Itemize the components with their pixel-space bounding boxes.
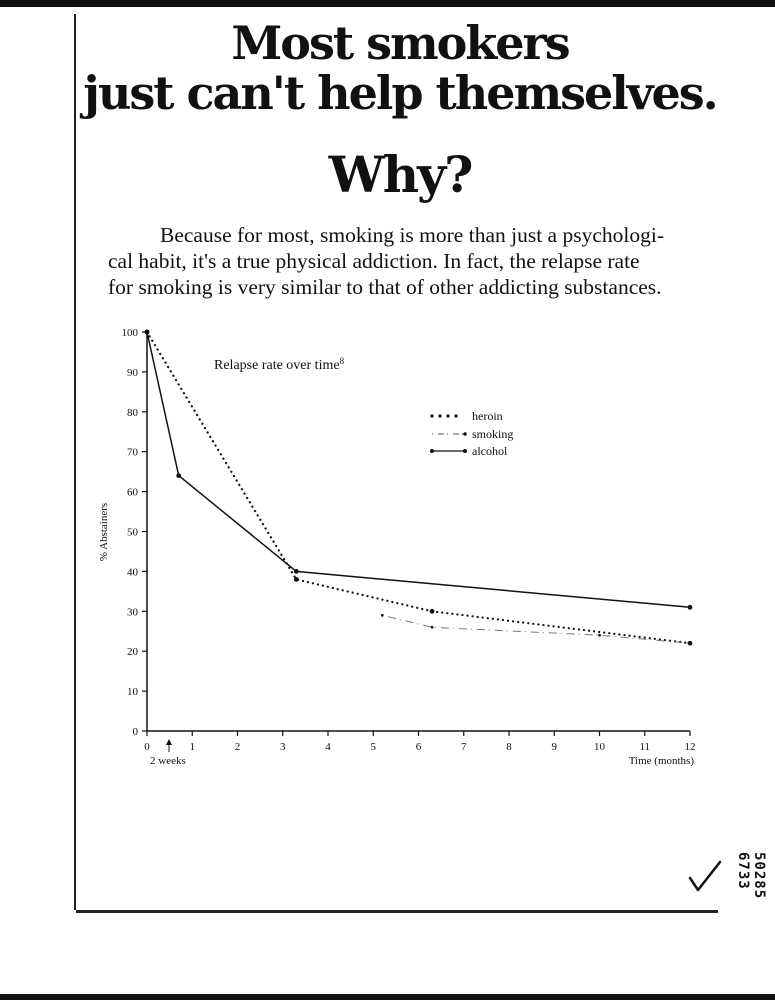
y-tick-label: 10 xyxy=(127,686,139,698)
document-number: 50285 6733 xyxy=(735,852,767,900)
two-weeks-arrow xyxy=(166,739,172,752)
legend-smoking-label: smoking xyxy=(472,427,513,441)
series-point-alcohol xyxy=(176,473,182,479)
series-point-heroin xyxy=(293,576,299,582)
series-point-heroin xyxy=(429,608,435,614)
legend-alcohol: alcohol xyxy=(430,444,508,458)
series-point-alcohol xyxy=(293,569,299,574)
x-axis-label: Time (months) xyxy=(629,755,695,767)
left-margin-rule xyxy=(74,14,76,910)
x-tick-label: 11 xyxy=(639,741,650,753)
x-tick-label: 5 xyxy=(371,741,377,753)
series-point-alcohol xyxy=(144,329,150,335)
legend-smoking: smoking xyxy=(432,427,513,441)
top-border xyxy=(0,0,775,7)
y-tick-label: 20 xyxy=(127,646,139,658)
chart-title: Relapse rate over time8 xyxy=(214,356,345,373)
headline: Most smokers just can't help themselves. xyxy=(80,18,720,118)
body-line-2: cal habit, it's a true physical addictio… xyxy=(108,249,640,273)
bottom-border xyxy=(0,994,775,1000)
x-tick-label: 9 xyxy=(552,741,558,753)
two-weeks-annotation: 2 weeks xyxy=(150,755,186,767)
y-tick-label: 100 xyxy=(122,327,139,339)
y-tick-label: 50 xyxy=(127,527,139,539)
x-tick-label: 2 xyxy=(235,741,241,753)
series-point-smoking xyxy=(380,613,384,617)
x-tick-label: 3 xyxy=(280,741,286,753)
checkmark-mark xyxy=(688,860,722,892)
bottom-margin-rule xyxy=(76,910,718,913)
series-line-heroin xyxy=(145,330,692,645)
chart-title-text: Relapse rate over time xyxy=(214,358,340,373)
y-tick-label: 0 xyxy=(133,726,139,738)
y-tick-label: 80 xyxy=(127,407,139,419)
series-point-alcohol xyxy=(687,604,693,610)
chart-title-footnote: 8 xyxy=(340,356,345,366)
x-tick-label: 4 xyxy=(325,741,331,753)
x-tick-label: 7 xyxy=(461,741,467,753)
series-point-smoking xyxy=(688,641,692,645)
series-line-smoking xyxy=(382,614,691,644)
legend-alcohol-label: alcohol xyxy=(472,444,508,458)
x-tick-label: 0 xyxy=(144,741,150,753)
y-tick-label: 60 xyxy=(127,487,139,499)
series-point-smoking xyxy=(430,625,434,629)
legend-heroin-swatch xyxy=(430,414,458,418)
legend-heroin: heroin xyxy=(430,409,503,423)
chart-legend: heroin smoking alcohol xyxy=(430,409,513,458)
headline-line-1: Most smokers xyxy=(231,16,570,70)
x-tick-label: 10 xyxy=(594,741,606,753)
x-tick-label: 6 xyxy=(416,741,422,753)
y-axis-label: % Abstainers xyxy=(98,503,110,561)
legend-heroin-label: heroin xyxy=(472,409,503,423)
body-line-3: for smoking is very similar to that of o… xyxy=(108,275,662,299)
y-tick-label: 70 xyxy=(127,447,139,459)
y-tick-label: 30 xyxy=(127,606,139,618)
x-ticks: 0 1 2 3 4 5 6 7 8 9 10 11 12 xyxy=(144,731,696,753)
headline-line-2: just can't help themselves. xyxy=(83,66,718,120)
y-tick-label: 90 xyxy=(127,367,139,379)
x-tick-label: 8 xyxy=(506,741,512,753)
x-tick-label: 1 xyxy=(190,741,196,753)
body-line-1: Because for most, smoking is more than j… xyxy=(160,223,664,247)
series-layer xyxy=(144,329,693,646)
series-line-alcohol xyxy=(146,331,691,609)
y-ticks: 0 10 20 30 40 50 60 70 80 90 100 xyxy=(122,327,147,738)
x-tick-label: 12 xyxy=(685,741,696,753)
why-heading: Why? xyxy=(328,145,474,204)
series-point-smoking xyxy=(598,633,601,637)
body-paragraph: Because for most, smoking is more than j… xyxy=(108,222,698,300)
y-tick-label: 40 xyxy=(127,566,139,578)
chart-axes xyxy=(146,332,690,732)
